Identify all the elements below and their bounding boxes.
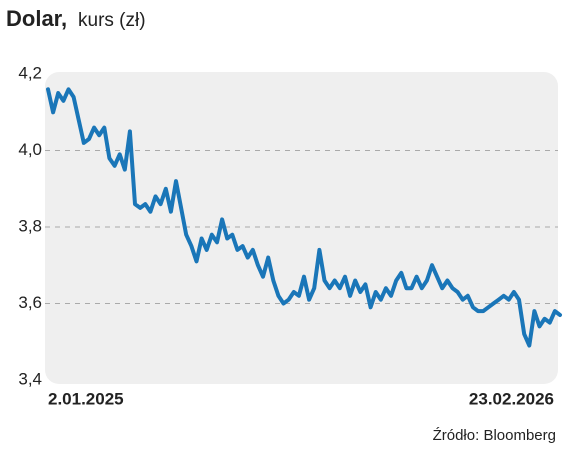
- x-tick-label: 2.01.2025: [48, 389, 124, 408]
- source: Źródło: Bloomberg: [433, 427, 556, 444]
- y-tick-label: 3,6: [18, 293, 42, 312]
- data-line: [46, 87, 562, 348]
- y-tick-label: 3,4: [18, 369, 42, 388]
- y-tick-label: 4,0: [18, 140, 42, 159]
- x-tick-label: 23.02.2026: [469, 389, 554, 408]
- chart-subtitle: kurs (zł): [78, 10, 146, 31]
- plot-area: [45, 72, 558, 384]
- y-tick-label: 3,8: [18, 216, 42, 235]
- chart-title: Dolar,: [6, 6, 67, 31]
- y-tick-label: 4,2: [18, 63, 42, 82]
